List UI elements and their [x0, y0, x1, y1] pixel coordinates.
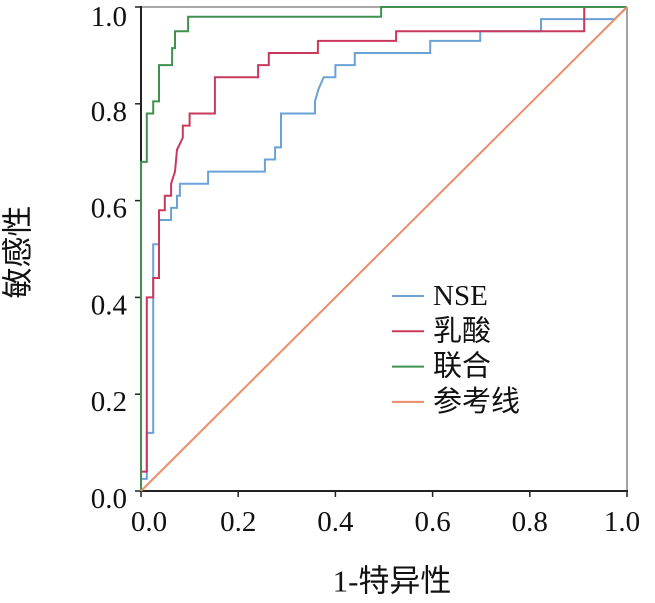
x-axis-title: 1-特异性	[333, 564, 452, 599]
legend-label: NSE	[433, 280, 488, 312]
y-tick-label: 0.0	[91, 483, 127, 515]
y-tick-label: 0.8	[91, 96, 127, 128]
legend-item: NSE	[392, 280, 488, 312]
x-tick-label: 0.4	[317, 506, 354, 538]
x-tick-label: 0.0	[131, 506, 167, 538]
x-tick-label: 1.0	[604, 506, 640, 538]
legend-label: 参考线	[433, 385, 520, 418]
roc-curves	[140, 6, 628, 492]
roc-curve-lactate	[140, 6, 627, 491]
y-tick-label: 0.4	[91, 289, 128, 321]
x-tick-label: 0.8	[512, 506, 548, 538]
y-tick-label: 1.0	[91, 1, 127, 33]
y-axis-title: 敏感性	[1, 206, 36, 299]
y-tick-label: 0.2	[91, 386, 127, 418]
x-tick-label: 0.2	[220, 506, 256, 538]
x-tick-label: 0.6	[414, 506, 450, 538]
reference-line	[140, 6, 628, 492]
legend-item: 乳酸	[392, 314, 491, 347]
legend-item: 联合	[392, 350, 491, 383]
legend-label: 乳酸	[433, 314, 491, 347]
legend-label: 联合	[433, 350, 491, 383]
legend-item: 参考线	[392, 385, 520, 418]
roc-curve-combined	[140, 6, 627, 491]
y-tick-label: 0.6	[91, 193, 127, 225]
axis-ticks: 0.0 0.2 0.4 0.6 0.8 1.0 0.0 0.2 0.4 0.6 0.8 1.0	[91, 1, 640, 538]
